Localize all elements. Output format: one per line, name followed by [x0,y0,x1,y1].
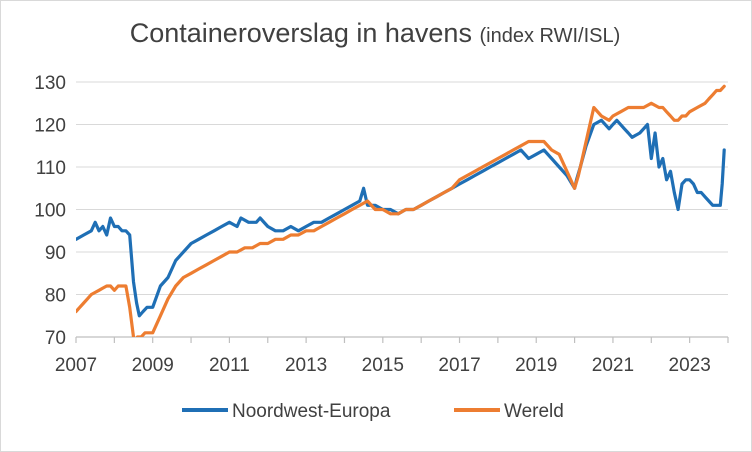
x-axis: 2007 2009 2011 2013 2015 2017 2019 2021 2023 [55,336,729,376]
x-tick-label: 2021 [592,355,634,376]
x-tick-label: 2013 [285,355,327,376]
gridlines [76,81,728,338]
series-lines [76,84,726,337]
x-tick-label: 2023 [669,355,711,376]
y-tick-label: 110 [36,158,66,179]
chart-title-main: Containeroverslag in havens [129,18,472,48]
legend-label-wereld: Wereld [504,401,564,422]
chart-subtitle: (index RWI/ISL) [479,25,621,47]
x-tick-label: 2017 [438,355,480,376]
y-tick-label: 130 [34,73,66,94]
y-axis: 70 80 90 100 110 120 130 [34,73,66,349]
series-line-noordwest-europa [76,118,726,318]
series-line-wereld [76,84,726,337]
x-tick-label: 2011 [209,355,250,376]
x-tick-label: 2019 [515,355,557,376]
y-tick-label: 90 [45,243,66,264]
y-tick-label: 70 [45,328,66,349]
x-tick-label: 2009 [132,355,174,376]
legend: Noordwest-Europa Wereld [182,401,564,422]
x-tick-label: 2015 [362,355,404,376]
y-tick-label: 80 [45,286,66,307]
y-tick-label: 120 [34,116,66,137]
chart-title: Containeroverslag in havens (index RWI/I… [0,18,750,49]
x-tick-label: 2007 [55,355,97,376]
y-tick-label: 100 [34,201,66,222]
legend-label-noordwest-europa: Noordwest-Europa [232,401,391,422]
